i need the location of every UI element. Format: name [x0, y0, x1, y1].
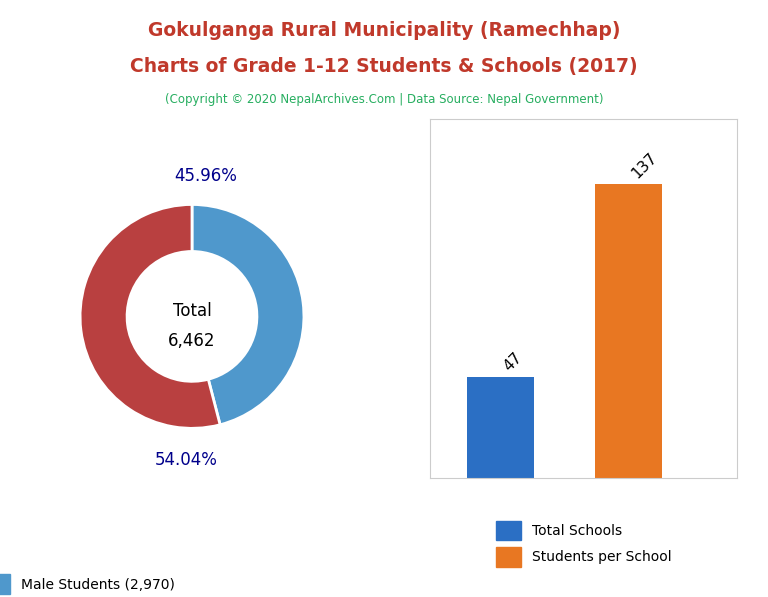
Bar — [595, 184, 662, 478]
Bar — [467, 377, 534, 478]
Legend: Total Schools, Students per School: Total Schools, Students per School — [492, 516, 676, 571]
Text: 6,462: 6,462 — [168, 332, 216, 350]
Legend: Male Students (2,970), Female Students (3,492): Male Students (2,970), Female Students (… — [0, 570, 197, 597]
Text: (Copyright © 2020 NepalArchives.Com | Data Source: Nepal Government): (Copyright © 2020 NepalArchives.Com | Da… — [165, 93, 603, 106]
Text: Total: Total — [173, 302, 211, 320]
Wedge shape — [80, 204, 220, 428]
Text: Charts of Grade 1-12 Students & Schools (2017): Charts of Grade 1-12 Students & Schools … — [131, 57, 637, 76]
Text: 47: 47 — [501, 349, 525, 374]
Text: 54.04%: 54.04% — [155, 451, 218, 469]
Text: Gokulganga Rural Municipality (Ramechhap): Gokulganga Rural Municipality (Ramechhap… — [147, 21, 621, 40]
Wedge shape — [192, 204, 304, 424]
Text: 45.96%: 45.96% — [174, 168, 237, 186]
Text: 137: 137 — [628, 150, 660, 181]
